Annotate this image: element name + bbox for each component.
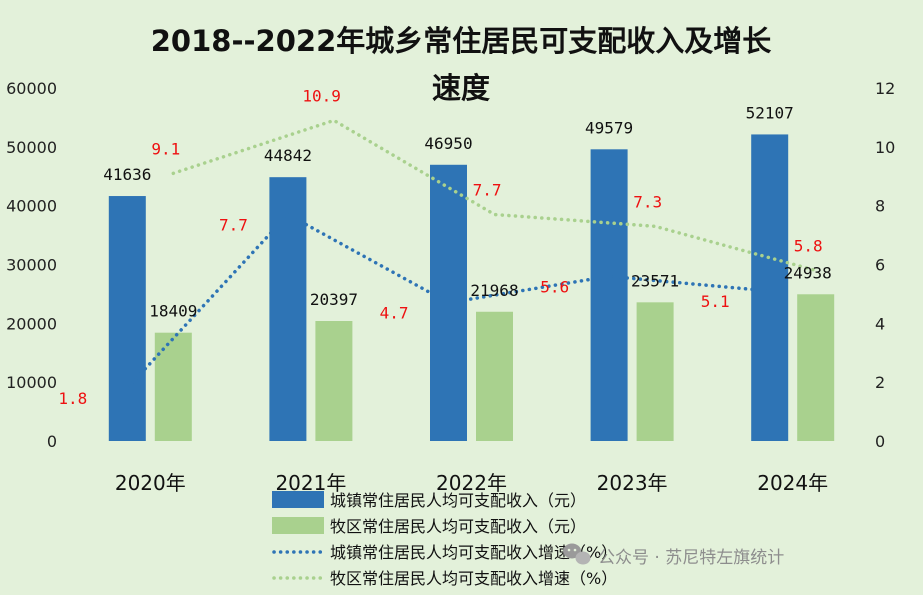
urban-income-bar [430,164,467,441]
urban-growth-value-label: 5.1 [701,292,730,311]
urban-growth-line [125,212,772,390]
legend-label: 城镇常住居民人均可支配收入（元） [330,491,586,510]
right-axis-tick-label: 0 [875,432,885,451]
urban-growth-value-label: 7.7 [219,215,248,234]
x-axis-category-label: 2024年 [757,471,828,495]
legend-swatch [272,491,324,508]
urban-income-bar [751,134,789,442]
pastoral-income-value-label: 24938 [784,263,832,282]
urban-growth-value-label: 4.7 [380,304,409,323]
pastoral-income-value-label: 23571 [631,271,679,290]
left-axis-tick-label: 40000 [6,197,57,216]
right-axis-tick-label: 4 [875,314,885,333]
urban-growth-value-label: 5.6 [540,277,569,296]
left-axis-tick-label: 10000 [6,373,57,392]
x-axis-category-label: 2023年 [597,471,668,495]
watermark-text: 公众号 · 苏尼特左旗统计 [598,548,784,568]
legend-swatch [272,517,324,534]
right-axis-tick-label: 12 [875,79,895,98]
right-axis-tick-label: 2 [875,373,885,392]
urban-income-value-label: 41636 [103,165,151,184]
pastoral-income-value-label: 21968 [470,281,518,300]
right-axis-tick-label: 10 [875,138,895,157]
urban-income-bar [590,149,628,441]
urban-income-value-label: 46950 [424,134,472,153]
pastoral-growth-value-label: 10.9 [302,86,341,105]
left-axis-tick-label: 0 [47,432,57,451]
urban-income-value-label: 49579 [585,118,633,137]
pastoral-growth-value-label: 9.1 [151,139,180,158]
chart-title-line1: 2018--2022年城乡常住居民可支配收入及增长 [151,24,772,58]
pastoral-income-bar [797,294,835,441]
left-y-axis: 0 10000 20000 30000 40000 50000 60000 [6,79,57,451]
right-y-axis: 0 2 4 6 8 10 12 [875,79,895,451]
urban-growth-value-label: 1.8 [58,389,87,408]
urban-income-value-label: 52107 [746,103,794,122]
line-series [125,118,818,390]
pastoral-growth-value-label: 7.7 [473,180,502,199]
right-axis-tick-label: 6 [875,256,885,275]
legend: 城镇常住居民人均可支配收入（元） 牧区常住居民人均可支配收入（元） 城镇常住居民人均… [272,491,617,588]
wechat-icon [563,543,591,565]
left-axis-tick-label: 30000 [6,256,57,275]
left-axis-tick-label: 50000 [6,138,57,157]
pastoral-growth-value-label: 7.3 [633,192,662,211]
legend-label: 城镇常住居民人均可支配收入增速（%） [330,543,617,562]
pastoral-income-bar [154,332,192,441]
right-axis-tick-label: 8 [875,197,885,216]
pastoral-growth-line [171,118,818,273]
chart-title-line2: 速度 [432,71,490,105]
watermark: 公众号 · 苏尼特左旗统计 [563,543,784,568]
pastoral-growth-value-label: 5.8 [794,236,823,255]
x-axis-category-label: 2022年 [436,471,507,495]
data-labels: 41636 44842 46950 49579 52107 18409 20397 21968… [58,86,831,408]
pastoral-income-value-label: 18409 [149,302,197,321]
urban-income-value-label: 44842 [264,146,312,165]
x-axis-category-label: 2020年 [115,471,186,495]
pastoral-income-value-label: 20397 [310,290,358,309]
pastoral-income-bar [476,311,513,441]
pastoral-income-bar [315,320,353,441]
urban-income-bar [269,177,307,441]
pastoral-income-bar [636,302,674,441]
legend-label: 牧区常住居民人均可支配收入（元） [330,517,586,536]
urban-income-bar [108,196,146,441]
legend-label: 牧区常住居民人均可支配收入增速（%） [330,569,617,588]
left-axis-tick-label: 20000 [6,314,57,333]
left-axis-tick-label: 60000 [6,79,57,98]
